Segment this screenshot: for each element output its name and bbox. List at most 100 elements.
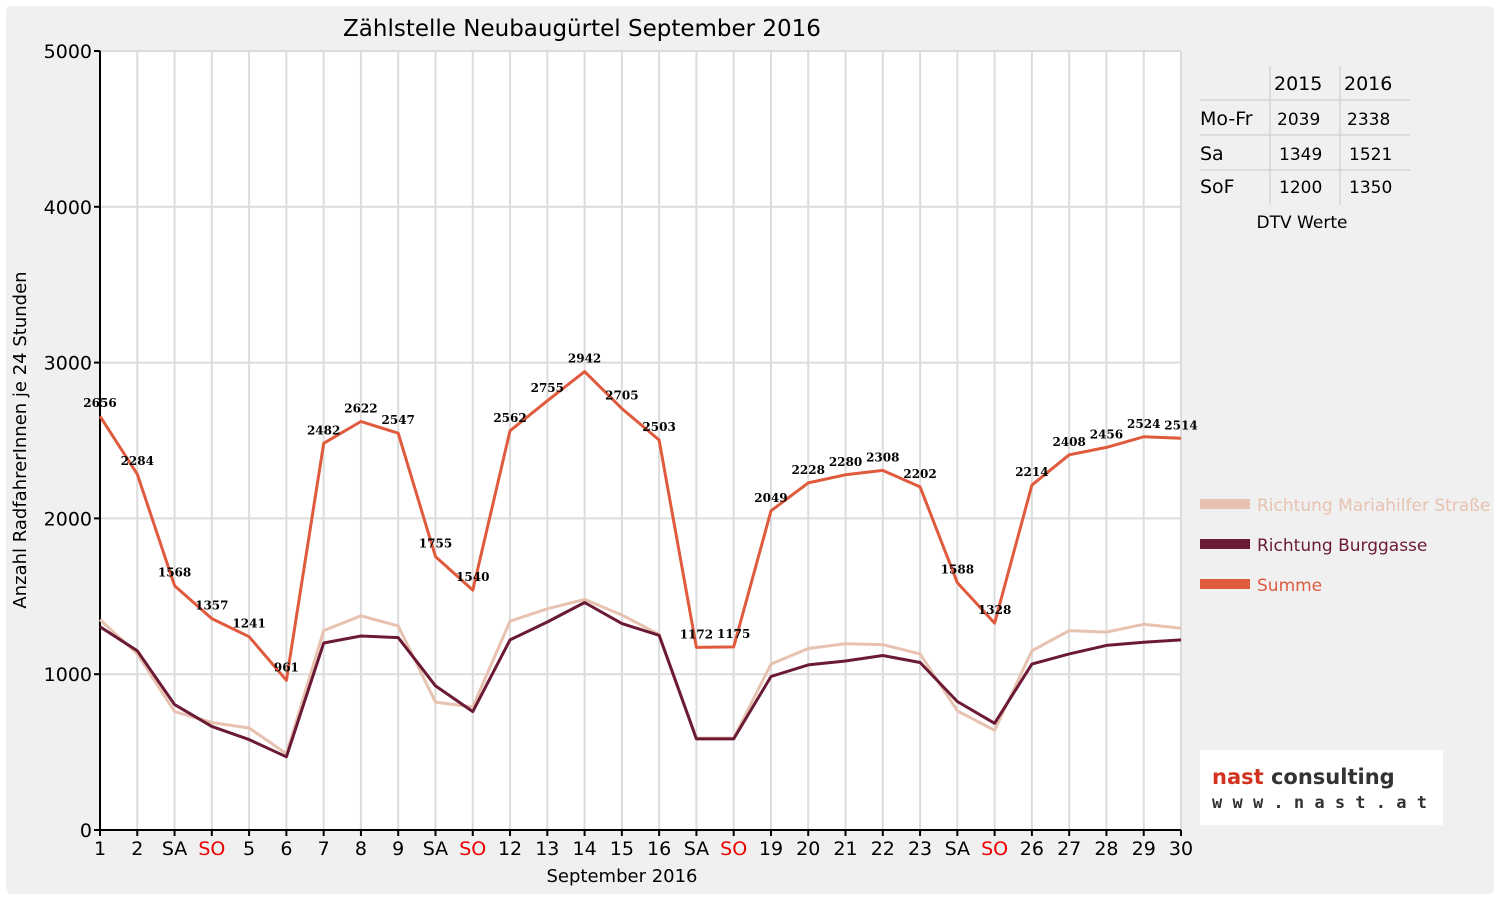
y-tick-label: 1000 <box>44 664 92 686</box>
x-tick-label: SO <box>198 838 225 860</box>
series-line <box>98 597 1182 756</box>
y-axis-label: Anzahl RadfahrerInnen je 24 Stunden <box>10 271 31 608</box>
table-cell: 1521 <box>1349 145 1392 165</box>
data-labels: 2656 2284 1568 1357 1241 961 2482 2622 2547 1755 1… <box>83 352 1197 675</box>
x-tick-label: 7 <box>318 838 330 860</box>
x-tick-label: SA <box>423 838 448 860</box>
x-tick-label: 1 <box>94 838 106 860</box>
table-cell: 1350 <box>1349 178 1392 198</box>
data-label: 2202 <box>903 467 936 481</box>
x-tick-label: SA <box>162 838 187 860</box>
table-header-2016: 2016 <box>1344 73 1392 95</box>
data-label: 2755 <box>531 381 564 395</box>
data-label: 1172 <box>680 627 713 641</box>
x-tick-label: 21 <box>833 838 857 860</box>
x-tick-label: 13 <box>535 838 559 860</box>
chart-title: Zählstelle Neubaugürtel September 2016 <box>343 16 821 42</box>
x-tick-label: 5 <box>243 838 255 860</box>
dtv-table: 2015 2016 Mo-Fr 2039 2338 Sa 1349 1521 S… <box>1200 66 1410 233</box>
data-label: 2228 <box>792 463 825 477</box>
x-tick-label: 8 <box>355 838 367 860</box>
data-label: 1588 <box>941 563 974 577</box>
data-label: 2482 <box>307 423 340 437</box>
y-tick-labels: 0 1000 2000 3000 4000 5000 <box>44 41 92 842</box>
data-label: 1540 <box>456 570 489 584</box>
x-tick-label: 22 <box>871 838 895 860</box>
data-label: 1175 <box>717 627 750 641</box>
data-label: 2547 <box>382 413 415 427</box>
y-tick-label: 5000 <box>44 41 92 63</box>
x-tick-label: SO <box>720 838 747 860</box>
data-label: 2284 <box>121 454 154 468</box>
x-tick-label: 29 <box>1132 838 1156 860</box>
data-label: 2562 <box>493 411 526 425</box>
series-lines <box>98 370 1182 759</box>
data-label: 2214 <box>1015 465 1048 479</box>
legend-swatch <box>1200 579 1250 589</box>
x-tick-label: 6 <box>280 838 292 860</box>
x-tick-label: 20 <box>796 838 820 860</box>
table-row-label: Mo-Fr <box>1200 108 1253 130</box>
plot-area <box>100 51 1181 830</box>
x-tick-label: 28 <box>1094 838 1118 860</box>
company-logo: nast consulting w w w . n a s t . a t <box>1200 750 1443 825</box>
data-label: 2308 <box>866 450 899 464</box>
data-label: 1568 <box>158 566 191 580</box>
x-tick-label: 15 <box>610 838 634 860</box>
data-label: 2408 <box>1052 435 1085 449</box>
x-tick-label: SA <box>945 838 970 860</box>
logo-text: nast consulting <box>1212 765 1395 789</box>
data-label: 2705 <box>605 389 638 403</box>
data-label: 2280 <box>829 455 862 469</box>
series-line <box>98 370 1182 682</box>
legend-swatch <box>1200 499 1250 509</box>
x-tick-label: 9 <box>392 838 404 860</box>
data-label: 1357 <box>195 599 228 613</box>
data-label: 961 <box>274 660 299 674</box>
x-tick-label: 14 <box>572 838 596 860</box>
x-tick-label: SA <box>684 838 709 860</box>
series-line <box>99 601 1182 759</box>
x-axis-label: September 2016 <box>546 866 697 887</box>
legend-entry: Richtung Burggasse <box>1257 536 1427 556</box>
data-label: 2524 <box>1127 417 1160 431</box>
y-tick-label: 0 <box>80 820 92 842</box>
legend-swatch <box>1200 539 1250 549</box>
y-tick-label: 2000 <box>44 508 92 530</box>
data-label: 1755 <box>419 537 452 551</box>
x-tick-label: SO <box>981 838 1008 860</box>
table-cell: 2039 <box>1277 110 1320 130</box>
data-label: 2622 <box>344 401 377 415</box>
data-label: 2456 <box>1090 427 1123 441</box>
logo-url: w w w . n a s t . a t <box>1212 793 1427 813</box>
y-tick-label: 4000 <box>44 197 92 219</box>
x-tick-label: 27 <box>1057 838 1081 860</box>
table-header-2015: 2015 <box>1274 73 1322 95</box>
legend-entry: Summe <box>1257 576 1322 596</box>
axes <box>94 50 1182 836</box>
x-tick-label: 30 <box>1169 838 1193 860</box>
table-cell: 2338 <box>1347 110 1390 130</box>
data-label: 2503 <box>642 420 675 434</box>
x-tick-label: 23 <box>908 838 932 860</box>
x-tick-label: SO <box>459 838 486 860</box>
table-caption: DTV Werte <box>1257 213 1348 233</box>
table-cell: 1349 <box>1279 145 1322 165</box>
data-label: 2942 <box>568 352 601 366</box>
x-tick-label: 19 <box>759 838 783 860</box>
data-label: 1328 <box>978 603 1011 617</box>
data-label: 1241 <box>232 617 265 631</box>
table-row-label: SoF <box>1200 176 1235 198</box>
data-label: 2514 <box>1164 418 1197 432</box>
x-tick-label: 2 <box>131 838 143 860</box>
x-tick-label: 16 <box>647 838 671 860</box>
data-label: 2656 <box>83 396 116 410</box>
table-row-label: Sa <box>1200 143 1224 165</box>
data-label: 2049 <box>754 491 787 505</box>
x-tick-labels: 1 2 SA SO 5 6 7 8 9 SA SO 12 13 14 15 16 SA SO 19 20 21 22 23 S… <box>94 838 1193 860</box>
table-cell: 1200 <box>1279 178 1322 198</box>
legend-entry: Richtung Mariahilfer Straße <box>1257 496 1490 516</box>
x-tick-label: 26 <box>1020 838 1044 860</box>
x-tick-label: 12 <box>498 838 522 860</box>
